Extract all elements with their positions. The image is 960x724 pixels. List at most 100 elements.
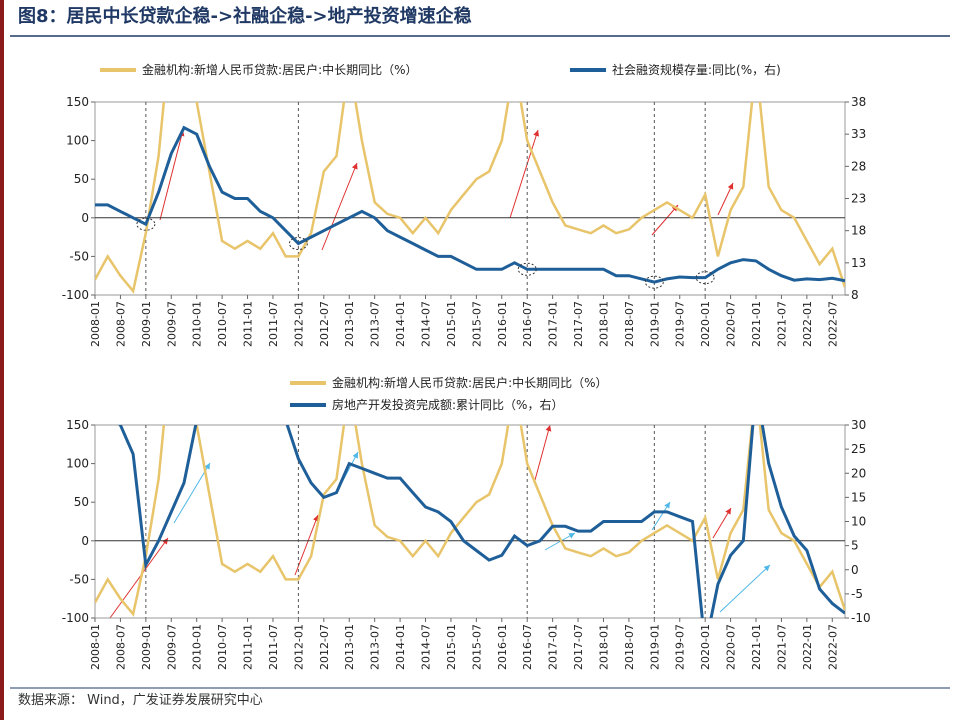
x-tick-label: 2018-01 xyxy=(597,301,610,347)
series-line xyxy=(95,102,845,294)
y2-tick-label: 23 xyxy=(851,192,866,206)
x-tick-label: 2008-01 xyxy=(89,624,102,670)
y2-tick-label: 15 xyxy=(851,490,866,504)
x-tick-label: 2015-01 xyxy=(445,301,458,347)
event-circle xyxy=(136,217,156,231)
legend-label: 金融机构:新增人民币贷款:居民户:中长期同比（%） xyxy=(142,62,418,77)
x-tick-label: 2012-07 xyxy=(318,624,331,670)
x-tick-label: 2017-01 xyxy=(547,624,560,670)
y-tick-label: 150 xyxy=(66,95,89,109)
y-tick-label: 50 xyxy=(74,495,89,509)
x-tick-label: 2016-07 xyxy=(521,301,534,347)
y2-tick-label: 0 xyxy=(851,563,859,577)
y2-tick-label: 20 xyxy=(851,466,866,480)
y2-tick-label: 18 xyxy=(851,224,866,238)
x-tick-label: 2012-01 xyxy=(292,624,305,670)
x-tick-label: 2020-07 xyxy=(725,301,738,347)
x-tick-label: 2021-01 xyxy=(750,624,763,670)
x-tick-label: 2015-07 xyxy=(470,624,483,670)
event-circle xyxy=(517,262,537,276)
y-tick-label: -50 xyxy=(69,572,89,586)
x-tick-label: 2014-01 xyxy=(394,624,407,670)
x-tick-label: 2022-07 xyxy=(826,624,839,670)
x-tick-label: 2012-01 xyxy=(292,301,305,347)
y2-tick-label: 30 xyxy=(851,418,866,432)
x-tick-label: 2021-07 xyxy=(775,624,788,670)
x-tick-label: 2013-01 xyxy=(343,624,356,670)
x-tick-label: 2009-01 xyxy=(140,624,153,670)
x-tick-label: 2017-07 xyxy=(572,624,585,670)
event-circle xyxy=(288,237,308,251)
x-tick-label: 2016-01 xyxy=(496,301,509,347)
x-tick-label: 2011-01 xyxy=(242,624,255,670)
y-tick-label: 50 xyxy=(74,172,89,186)
x-tick-label: 2021-01 xyxy=(750,301,763,347)
x-tick-label: 2017-07 xyxy=(572,301,585,347)
x-tick-label: 2010-07 xyxy=(216,624,229,670)
x-tick-label: 2011-07 xyxy=(267,624,280,670)
y-tick-label: 100 xyxy=(66,134,89,148)
y-tick-label: -50 xyxy=(69,249,89,263)
legend-label: 金融机构:新增人民币贷款:居民户:中长期同比（%） xyxy=(332,375,608,390)
x-tick-label: 2021-07 xyxy=(775,301,788,347)
x-tick-label: 2011-01 xyxy=(242,301,255,347)
x-tick-label: 2015-01 xyxy=(445,624,458,670)
x-tick-label: 2014-07 xyxy=(420,624,433,670)
x-tick-label: 2019-01 xyxy=(648,624,661,670)
y2-tick-label: 28 xyxy=(851,159,866,173)
series-line xyxy=(95,125,845,284)
annotations xyxy=(109,129,771,619)
series-line xyxy=(117,425,845,618)
side-stripe xyxy=(0,0,4,720)
x-tick-label: 2019-07 xyxy=(674,301,687,347)
legend-label: 社会融资规模存量:同比(%，右) xyxy=(612,62,781,77)
y-tick-label: 0 xyxy=(81,211,89,225)
plot-frame xyxy=(94,424,846,619)
y-tick-label: 0 xyxy=(81,534,89,548)
y-tick-label: -100 xyxy=(62,611,89,625)
y2-tick-label: 10 xyxy=(851,515,866,529)
y2-tick-label: 5 xyxy=(851,539,859,553)
y2-tick-label: 8 xyxy=(851,288,859,302)
x-tick-label: 2019-07 xyxy=(674,624,687,670)
x-tick-label: 2013-07 xyxy=(369,624,382,670)
x-tick-label: 2018-07 xyxy=(623,301,636,347)
x-tick-label: 2018-07 xyxy=(623,624,636,670)
event-circle xyxy=(644,275,664,289)
y2-tick-label: 33 xyxy=(851,127,866,141)
source: 数据来源： Wind，广发证券发展研究中心 xyxy=(18,692,263,708)
x-tick-label: 2012-07 xyxy=(318,301,331,347)
x-tick-label: 2010-01 xyxy=(191,301,204,347)
y2-tick-label: -10 xyxy=(851,611,871,625)
y2-tick-label: -5 xyxy=(851,587,863,601)
page-title: 图8：居民中长贷款企稳->社融企稳->地产投资增速企稳 xyxy=(18,5,472,27)
series-group xyxy=(95,425,845,618)
x-tick-label: 2010-07 xyxy=(216,301,229,347)
x-tick-label: 2018-01 xyxy=(597,624,610,670)
event-circle xyxy=(695,271,715,285)
x-tick-label: 2008-01 xyxy=(89,301,102,347)
y-tick-label: 100 xyxy=(66,457,89,471)
x-tick-label: 2022-01 xyxy=(801,301,814,347)
x-tick-label: 2013-07 xyxy=(369,301,382,347)
x-tick-label: 2020-07 xyxy=(725,624,738,670)
x-tick-label: 2009-07 xyxy=(165,624,178,670)
y2-tick-label: 25 xyxy=(851,442,866,456)
x-tick-label: 2016-07 xyxy=(521,624,534,670)
x-tick-label: 2017-01 xyxy=(547,301,560,347)
x-tick-label: 2008-07 xyxy=(114,301,127,347)
y2-tick-label: 13 xyxy=(851,256,866,270)
x-tick-label: 2009-01 xyxy=(140,301,153,347)
x-tick-label: 2019-01 xyxy=(648,301,661,347)
x-tick-label: 2022-01 xyxy=(801,624,814,670)
y-tick-label: -100 xyxy=(62,288,89,302)
y2-tick-label: 38 xyxy=(851,95,866,109)
y-tick-label: 150 xyxy=(66,418,89,432)
x-tick-label: 2011-07 xyxy=(267,301,280,347)
x-tick-label: 2020-01 xyxy=(699,301,712,347)
legend-label: 房地产开发投资完成额:累计同比（%，右） xyxy=(332,397,563,412)
x-tick-label: 2022-07 xyxy=(826,301,839,347)
x-tick-label: 2008-07 xyxy=(114,624,127,670)
x-tick-label: 2014-07 xyxy=(420,301,433,347)
